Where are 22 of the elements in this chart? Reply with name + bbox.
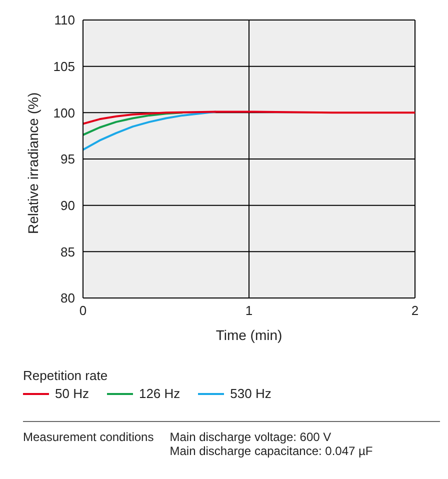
line-series bbox=[83, 112, 184, 136]
y-tick-label: 100 bbox=[53, 105, 75, 120]
x-tick-label: 0 bbox=[79, 303, 87, 318]
legend-label: 50 Hz bbox=[54, 386, 89, 401]
line-series bbox=[83, 110, 415, 125]
text: Main discharge capacitance: 0.047 µF bbox=[170, 444, 373, 458]
y-tick-label: 95 bbox=[60, 152, 75, 167]
legend-label: 126 Hz bbox=[138, 386, 180, 401]
y-tick-label: 90 bbox=[60, 198, 75, 213]
x-tick-label: 2 bbox=[411, 303, 419, 318]
legend-title: Repetition rate bbox=[23, 368, 109, 383]
line-series bbox=[83, 110, 217, 151]
text: Main discharge voltage: 600 V bbox=[170, 430, 332, 444]
y-tick-label: 105 bbox=[53, 58, 75, 74]
legend-label: 530 Hz bbox=[229, 386, 272, 401]
y-tick-label: 110 bbox=[54, 12, 75, 28]
x-axis-title: Time (min) bbox=[216, 327, 282, 343]
y-tick-label: 85 bbox=[60, 244, 75, 260]
y-axis-title: Relative irradiance (%) bbox=[24, 92, 41, 234]
text: Measurement conditions bbox=[23, 430, 154, 446]
y-tick-label: 80 bbox=[60, 290, 75, 306]
x-tick-label: 1 bbox=[245, 303, 253, 318]
